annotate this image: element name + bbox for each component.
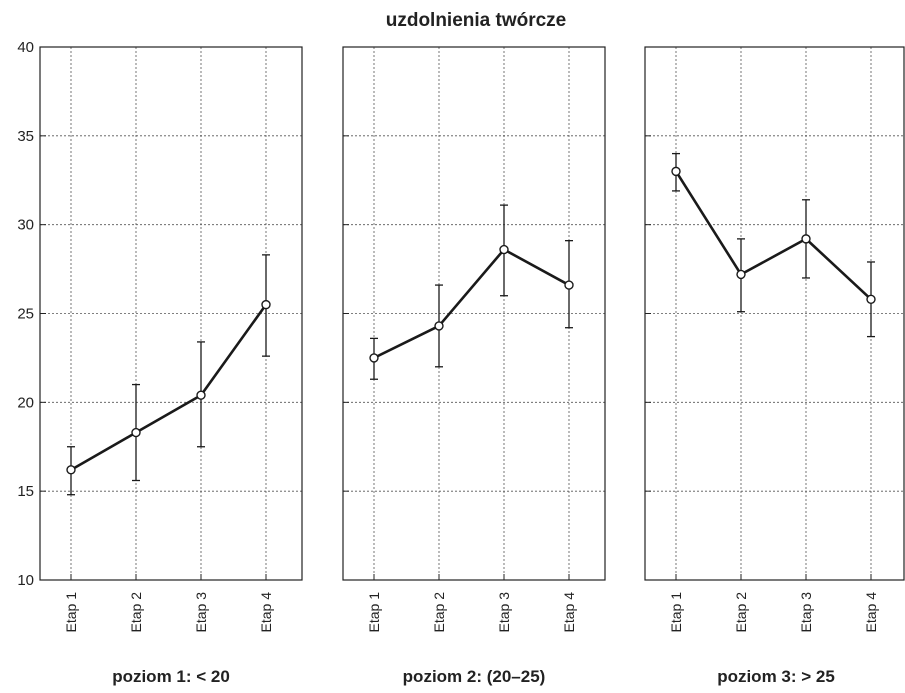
x-tick-label: Etap 4: [561, 592, 577, 633]
panel-2: Etap 1 Etap 2 Etap 3 Etap 4 poziom 2: (20–25…: [342, 46, 606, 686]
series-line: [70, 303, 268, 471]
y-tick-label: 30: [17, 217, 34, 234]
y-tick-label: 35: [17, 128, 34, 145]
series-line: [373, 248, 570, 360]
panel-frame: [39, 46, 303, 581]
data-point: [499, 244, 509, 255]
data-point: [66, 465, 76, 475]
x-tick-label: Etap 2: [128, 592, 144, 633]
panel-1: 10 15 20 25 30 35 40 Etap 1 Etap 2 Etap 3 Etap 4 po…: [17, 39, 303, 686]
data-point: [671, 166, 681, 177]
data-point: [434, 321, 444, 331]
x-tick-label: Etap 2: [431, 592, 447, 633]
x-tick-label: Etap 2: [733, 592, 749, 633]
data-point: [564, 280, 574, 290]
x-tick-label: Etap 3: [798, 592, 814, 633]
data-point: [866, 294, 876, 304]
panel-3: Etap 1 Etap 2 Etap 3 Etap 4 poziom 3: > 25: [644, 46, 905, 686]
panel-label: poziom 1: < 20: [112, 667, 230, 686]
x-tick-label: Etap 4: [863, 592, 879, 633]
panel-label: poziom 2: (20–25): [403, 667, 546, 686]
data-point: [196, 390, 206, 400]
x-tick-label: Etap 1: [366, 592, 382, 633]
y-tick-label: 25: [17, 306, 34, 323]
data-point: [369, 353, 379, 363]
series-line: [674, 170, 872, 301]
data-point: [131, 427, 141, 438]
x-tick-label: Etap 1: [63, 592, 79, 633]
y-tick-label: 20: [17, 394, 34, 411]
chart-title: uzdolnienia twórcze: [386, 10, 567, 31]
panel-label: poziom 3: > 25: [717, 667, 835, 686]
x-tick-label: Etap 4: [258, 592, 274, 633]
x-tick-label: Etap 1: [668, 592, 684, 633]
data-point: [261, 299, 271, 310]
panel-frame: [342, 46, 606, 581]
y-tick-label: 40: [17, 39, 34, 56]
x-tick-label: Etap 3: [193, 592, 209, 633]
y-tick-label: 15: [17, 483, 34, 500]
x-tick-label: Etap 3: [496, 592, 512, 633]
data-point: [801, 234, 811, 244]
y-tick-label: 10: [17, 572, 34, 589]
data-point: [736, 269, 746, 280]
